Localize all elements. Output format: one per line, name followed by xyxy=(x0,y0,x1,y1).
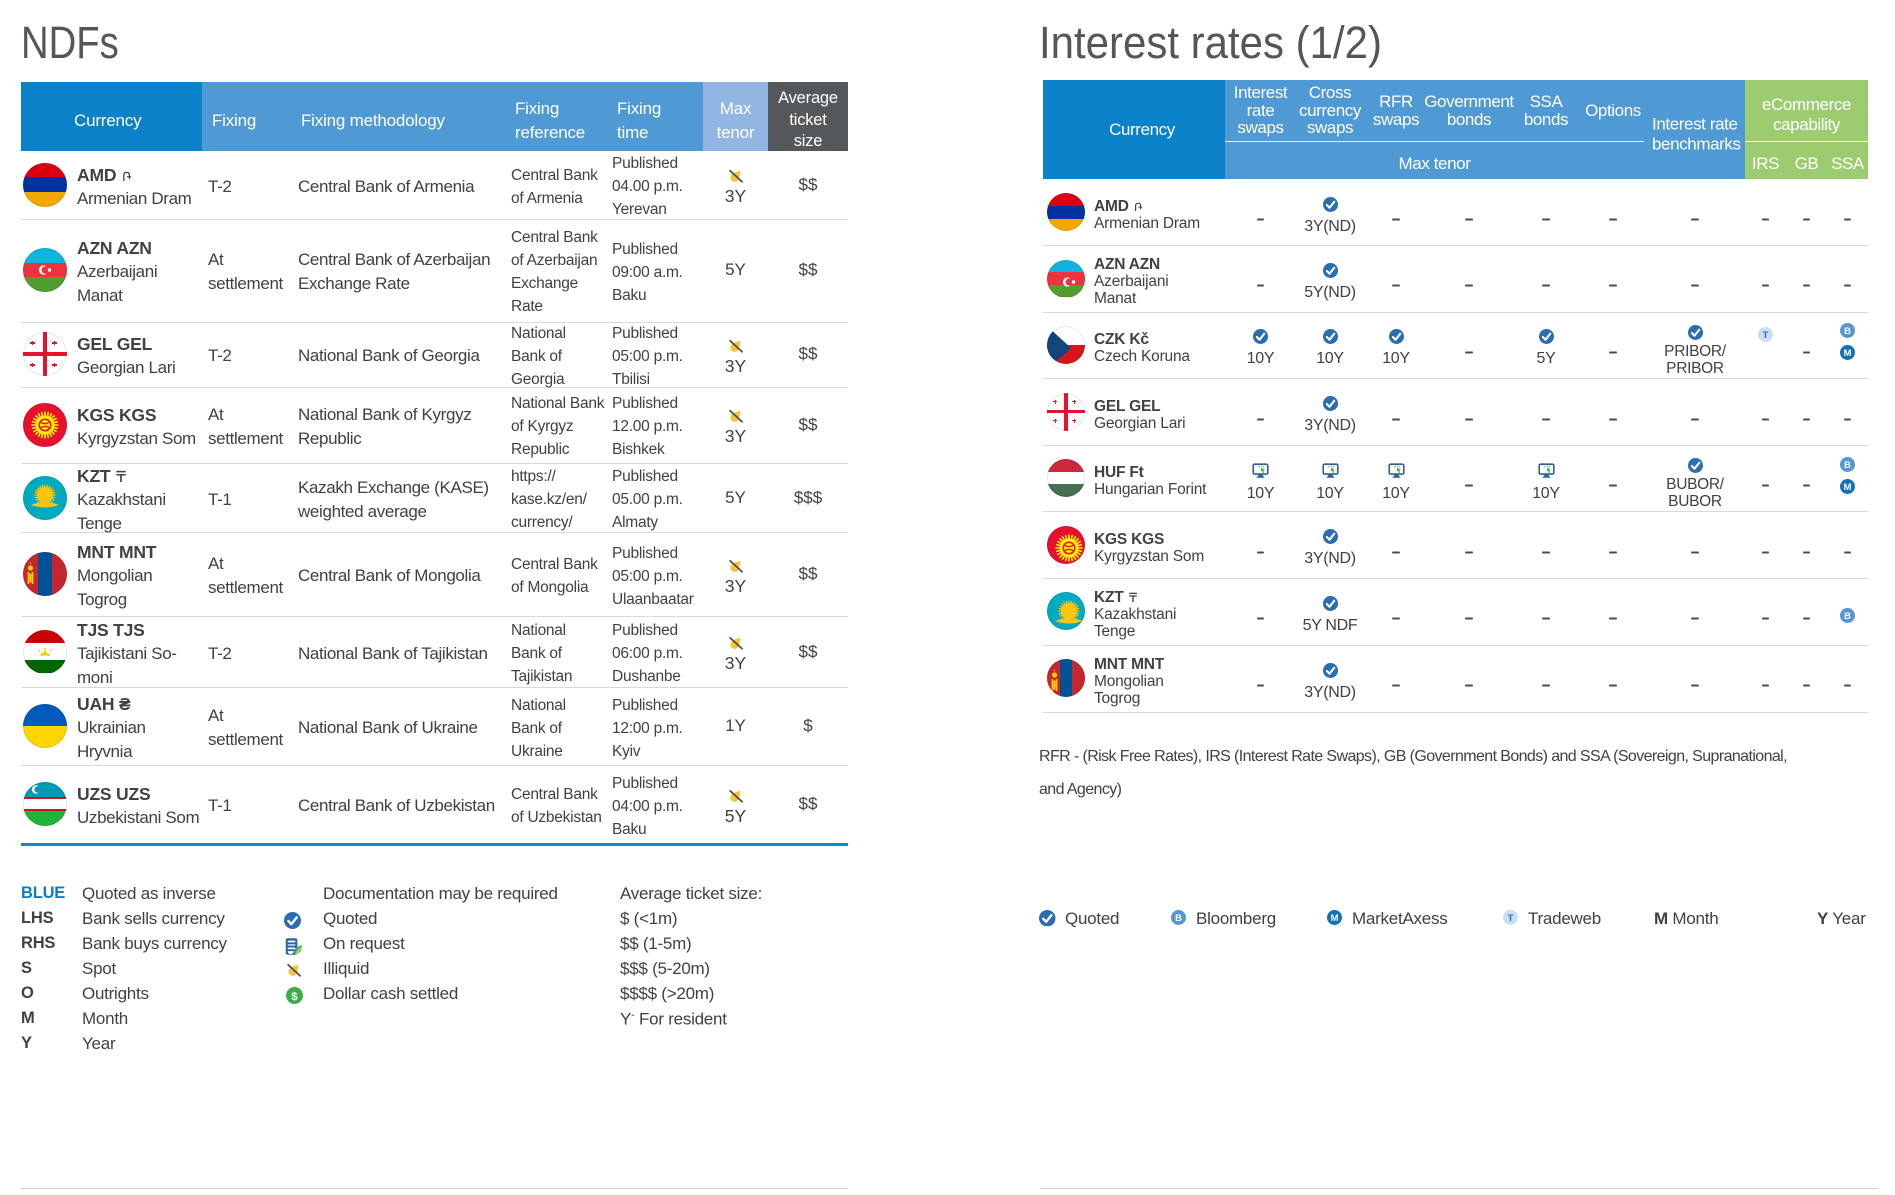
svg-text:B: B xyxy=(1844,611,1851,621)
svg-text:M: M xyxy=(1844,348,1852,358)
svg-text:B: B xyxy=(1844,459,1851,469)
svg-text:B: B xyxy=(1175,913,1182,923)
svg-text:B: B xyxy=(1844,326,1851,336)
svg-text:M: M xyxy=(1331,913,1339,923)
svg-text:T: T xyxy=(1508,913,1514,923)
svg-text:$: $ xyxy=(291,991,298,1003)
svg-text:T: T xyxy=(1763,330,1769,340)
svg-text:M: M xyxy=(1844,481,1852,491)
